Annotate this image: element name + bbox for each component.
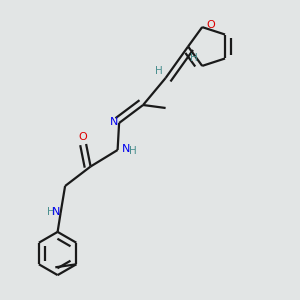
- Text: H: H: [129, 146, 137, 157]
- Text: N: N: [52, 207, 60, 217]
- Text: H: H: [155, 66, 163, 76]
- Text: N: N: [122, 144, 130, 154]
- Text: O: O: [78, 132, 87, 142]
- Text: H: H: [47, 207, 55, 217]
- Text: H: H: [190, 53, 197, 63]
- Text: O: O: [206, 20, 215, 30]
- Text: N: N: [110, 117, 118, 127]
